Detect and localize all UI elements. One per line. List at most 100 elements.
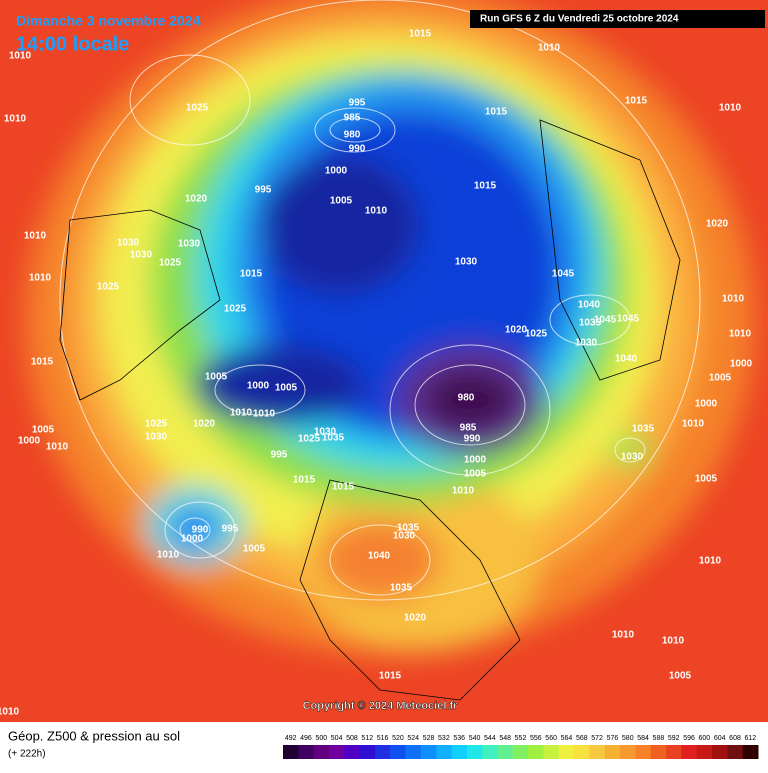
pressure-label: 995 — [349, 98, 366, 109]
pressure-label: 1010 — [9, 51, 32, 62]
colorbar-tick-label: 540 — [469, 735, 481, 742]
colorbar-tick-label: 524 — [407, 735, 419, 742]
pressure-label: 1010 — [365, 206, 388, 217]
colorbar-swatch — [635, 745, 652, 759]
pressure-label: 1015 — [332, 482, 355, 493]
colorbar-tick-label: 504 — [331, 735, 343, 742]
pressure-label: 1020 — [193, 419, 216, 430]
colorbar-swatch — [390, 745, 407, 759]
isobars — [59, 0, 701, 601]
pressure-label: 1010 — [253, 409, 276, 420]
colorbar-tick-label: 584 — [637, 735, 649, 742]
pressure-label: 1010 — [682, 419, 705, 430]
pressure-label: 985 — [344, 113, 361, 124]
pressure-label: 1010 — [662, 636, 685, 647]
colorbar-swatch — [374, 745, 391, 759]
pressure-label: 990 — [192, 525, 209, 536]
pressure-label: 1025 — [186, 103, 209, 114]
pressure-label: 1005 — [695, 474, 718, 485]
colorbar-tick-label: 516 — [377, 735, 389, 742]
pressure-label: 1010 — [612, 630, 635, 641]
colorbar-tick-label: 576 — [607, 735, 619, 742]
pressure-label: 990 — [464, 434, 481, 445]
pressure-label: 1005 — [464, 469, 487, 480]
pressure-label: 1000 — [247, 381, 270, 392]
colorbar-swatch — [436, 745, 453, 759]
map-subtitle: 14:00 locale — [16, 33, 129, 55]
colorbar-swatch — [589, 745, 606, 759]
pressure-label: 1035 — [322, 433, 345, 444]
pressure-label: 1010 — [46, 442, 69, 453]
pressure-label: 1000 — [325, 166, 348, 177]
pressure-label: 1045 — [617, 314, 640, 325]
pressure-label: 1045 — [552, 269, 575, 280]
colorbar-swatch — [574, 745, 590, 759]
pressure-label: 1010 — [24, 231, 47, 242]
pressure-label: 1025 — [97, 282, 120, 293]
pressure-label: 995 — [271, 450, 288, 461]
pressure-label: 1010 — [729, 329, 752, 340]
pressure-label: 995 — [222, 524, 239, 535]
pressure-label: 1030 — [575, 338, 598, 349]
pressure-label: 985 — [460, 423, 477, 434]
colorbar-swatch — [650, 745, 667, 759]
pressure-label: 1025 — [159, 258, 182, 269]
pressure-label: 1030 — [178, 239, 201, 250]
pressure-label: 980 — [458, 393, 475, 404]
pressure-label: 1040 — [578, 300, 601, 311]
colorbar-swatch — [742, 745, 759, 759]
pressure-label: 1015 — [293, 475, 316, 486]
colorbar-tick-label: 508 — [346, 735, 358, 742]
colorbar-tick-label: 600 — [699, 735, 711, 742]
pressure-label: 1030 — [393, 531, 416, 542]
legend-subtitle: (+ 222h) — [8, 749, 46, 760]
colorbar-tick-label: 544 — [484, 735, 496, 742]
colorbar-tick-label: 492 — [285, 735, 297, 742]
colorbar-swatch — [696, 745, 713, 759]
colorbar-swatch — [466, 745, 483, 759]
pressure-label: 1010 — [230, 408, 253, 419]
colorbar-swatch — [620, 745, 636, 759]
colorbar-tick-label: 496 — [300, 735, 312, 742]
pressure-label: 1010 — [538, 43, 561, 54]
pressure-label: 1025 — [224, 304, 247, 315]
pressure-label: 1000 — [181, 534, 204, 545]
pressure-label: 1025 — [145, 419, 168, 430]
colorbar-tick-label: 520 — [392, 735, 404, 742]
pressure-label: 995 — [255, 185, 272, 196]
colorbar-swatch — [359, 745, 376, 759]
pressure-label: 1015 — [474, 181, 497, 192]
pressure-label: 1005 — [205, 372, 228, 383]
colorbar-swatch — [328, 745, 345, 759]
pressure-label: 1030 — [621, 452, 644, 463]
colorbar-swatch — [666, 745, 682, 759]
pressure-label: 1010 — [4, 114, 27, 125]
colorbar-tick-label: 592 — [668, 735, 680, 742]
colorbar-tick-label: 536 — [453, 735, 465, 742]
pressure-label: 1040 — [368, 551, 391, 562]
colorbar-tick-label: 552 — [515, 735, 527, 742]
pressure-label: 1000 — [730, 359, 753, 370]
colorbar-tick-label: 612 — [744, 735, 756, 742]
pressure-label: 1000 — [464, 455, 487, 466]
colorbar-tick-label: 604 — [714, 735, 726, 742]
pressure-label: 1045 — [594, 315, 617, 326]
colorbar-swatch — [558, 745, 575, 759]
z500-field — [0, 0, 768, 722]
pressure-label: 1005 — [243, 544, 266, 555]
pressure-label: 1000 — [18, 436, 41, 447]
pressure-label: 1010 — [452, 486, 475, 497]
colorbar-swatch — [528, 745, 544, 759]
pressure-label: 1010 — [0, 707, 20, 718]
pressure-label: 1005 — [275, 383, 298, 394]
colorbar: 492 496 500 504 508 512 516 520 524 528 532 536 540 5… — [283, 735, 759, 759]
colorbar-swatch — [604, 745, 621, 759]
pressure-label: 1020 — [404, 613, 427, 624]
coastlines — [59, 119, 681, 701]
pressure-labels: 1015101010101010102510109959859809901015… — [0, 29, 753, 718]
pressure-label: 1020 — [185, 194, 208, 205]
pressure-label: 1015 — [485, 107, 508, 118]
pressure-label: 1010 — [719, 103, 742, 114]
pressure-label: 1025 — [298, 434, 321, 445]
